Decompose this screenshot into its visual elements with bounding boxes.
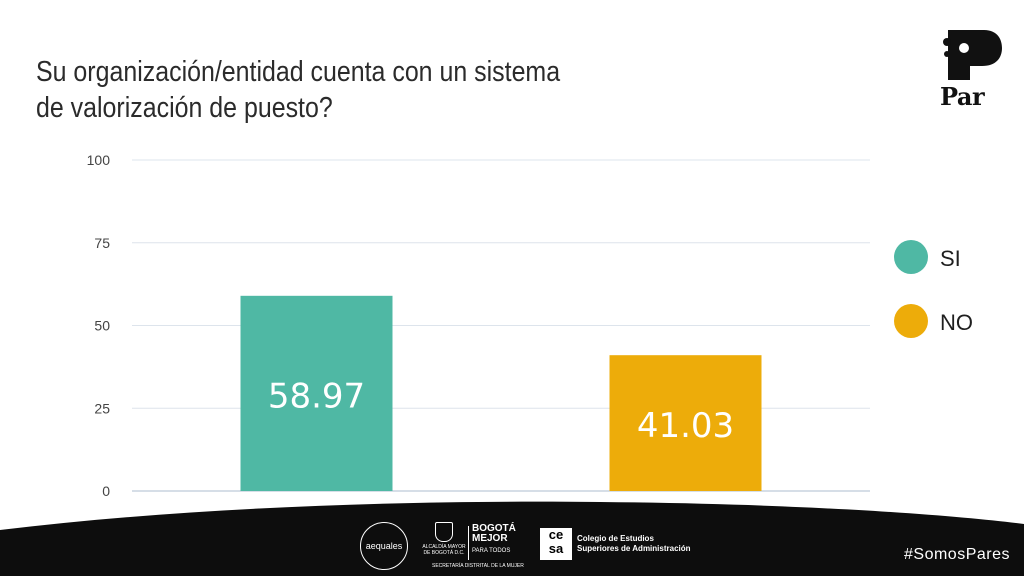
chart-title: Su organización/entidad cuenta con un si… <box>36 54 655 126</box>
cesa-line-1: Colegio de Estudios <box>577 534 654 543</box>
legend-dot-no <box>894 304 928 338</box>
bogota-logo: BOGOTÁ MEJOR PARA TODOS <box>472 524 534 556</box>
cesa-logo-icon: ce sa <box>540 528 572 560</box>
y-tick-label: 0 <box>102 483 110 499</box>
crest-icon <box>435 522 453 542</box>
tick-layer: 0 25 50 75 100 <box>87 152 111 499</box>
footer-divider <box>468 526 469 560</box>
legend-label-si: SI <box>940 246 961 271</box>
y-tick-label: 100 <box>87 152 111 168</box>
alcaldia-text: ALCALDÍA MAYOR DE BOGOTÁ D.C. <box>422 544 466 556</box>
bar-value-label: 58.97 <box>268 376 365 416</box>
legend-dot-si <box>894 240 928 274</box>
bogota-line-1: BOGOTÁ <box>472 523 516 534</box>
hashtag: #SomosPares <box>904 546 1010 563</box>
title-line-2: de valorización de puesto? <box>36 92 333 124</box>
aequales-logo: aequales <box>360 522 408 570</box>
legend-item-si: SI <box>894 240 1014 276</box>
bar-layer: 58.97 41.03 <box>240 295 762 491</box>
y-tick-label: 50 <box>94 318 110 334</box>
aequales-text: aequales <box>365 541 403 551</box>
cesa-text: Colegio de Estudios Superiores de Admini… <box>577 534 691 554</box>
y-tick-label: 75 <box>94 235 110 251</box>
bar-value-label: 41.03 <box>637 406 734 446</box>
legend-item-no: NO <box>894 304 1014 340</box>
alcaldia-logo: ALCALDÍA MAYOR DE BOGOTÁ D.C. <box>422 522 466 566</box>
cesa-line-2: Superiores de Administración <box>577 544 691 553</box>
bogota-line-2: MEJOR <box>472 533 508 544</box>
par-logo: Par <box>938 26 1004 116</box>
secretaria-text: SECRETARÍA DISTRITAL DE LA MUJER <box>432 563 524 569</box>
bogota-line-3: PARA TODOS <box>472 548 511 554</box>
par-logo-text: Par <box>940 82 985 111</box>
y-tick-label: 25 <box>94 400 110 416</box>
footer-band <box>0 501 1024 576</box>
title-line-1: Su organización/entidad cuenta con un si… <box>36 56 561 88</box>
bar-no <box>609 355 762 491</box>
bar-chart: 58.97 41.03 0 25 50 75 100 <box>87 152 870 499</box>
legend-label-no: NO <box>940 310 973 335</box>
bar-si <box>240 295 393 491</box>
par-logo-icon <box>943 30 1002 80</box>
